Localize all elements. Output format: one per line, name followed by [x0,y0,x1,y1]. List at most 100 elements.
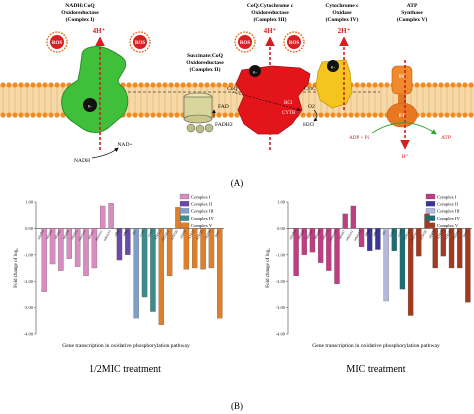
ros-burst-2: ROS [129,31,151,53]
lipid-head-inner [324,112,330,118]
lipid-head-inner [132,112,138,118]
complex-2-subunit-1 [186,123,196,133]
lipid-head-outer [36,82,42,88]
bar [416,228,422,257]
complex-1-electron: e- [88,105,92,110]
lipid-head-inner [444,112,450,118]
lipid-head-inner [366,112,372,118]
x-tick-label: ndufv1 [321,229,330,240]
complex-1-electron-carrier [83,98,97,112]
legend-label: Complex II [437,202,459,207]
bar [317,228,324,263]
lipid-head-inner [48,112,54,118]
lipid-head-outer [0,82,6,88]
complex-4-o2-arrow [313,109,318,122]
complex-5-f1-label: F1 [399,113,405,119]
lipid-head-inner [432,112,438,118]
lipid-head-inner [348,112,354,118]
lipid-head-inner [462,112,468,118]
bar [293,228,299,277]
chart-half-mic: -4.00 -3.00 -2.00 -1.00 0.00 1.00 Fold change … [14,193,224,375]
complex-3-bci: BCI [284,101,293,106]
complex-5-f0-label: F0 [399,74,405,80]
lipid-head-outer [54,82,60,88]
lipid-head-inner [360,112,366,118]
lipid-head-inner [54,112,60,118]
bar [150,228,156,312]
x-tick-label: ATP5I [179,229,188,240]
x-tick-label: ndufa10 [329,229,338,241]
lipid-head-outer [216,82,222,88]
bar [125,228,131,255]
ros-label-2: ROS [135,41,146,46]
complex-4-protons: 2H⁺ [338,27,351,35]
legend-label: Complex I [191,194,211,199]
lipid-head-inner [156,112,162,118]
complex-1-protons: 4H⁺ [93,27,106,35]
lipid-head-outer [378,82,384,88]
x-tick-label: qcr [381,229,387,236]
bar [448,228,455,269]
lipid-head-inner [144,112,150,118]
ros-label-4: ROS [289,41,300,46]
y-tick-label: 0.00 [277,226,286,231]
complex-5-stalk [398,94,406,104]
legend-label: Complex III [437,209,460,214]
lipid-head-outer [426,82,432,88]
complex-4-o2: O2 [308,104,315,110]
complex-3-electron-carrier [249,65,261,77]
lipid-head-outer [414,82,420,88]
bar [41,228,47,292]
complex-5-f0 [391,65,413,95]
lipid-head-outer [450,82,456,88]
bar [342,213,348,229]
x-tick-label: ndufa9 [297,229,306,240]
lipid-head-inner [342,112,348,118]
complex-3-title-2: Oxidoreductase [251,10,289,16]
lipid-head-outer [462,82,468,88]
lipid-head-inner [318,112,324,118]
y-tick-label: 0.00 [25,226,34,231]
legend-swatch [425,215,436,221]
lipid-head-inner [300,112,306,118]
lipid-head-inner [30,112,36,118]
lipid-head-outer [420,82,426,88]
complex-2-title: Succinate:CoQ [187,53,224,59]
y-tick-label: 1.00 [25,200,34,205]
bar [83,228,89,277]
lipid-head-outer [174,82,180,88]
lipid-head-outer [132,82,138,88]
complex-1-nadh-label: NADH [74,158,90,164]
x-tick-label: ndufs8 [62,229,70,240]
x-tick-label: ATP5D [195,229,204,241]
ros-label-3: ROS [240,41,251,46]
complex-3-electron-path [231,91,301,111]
lipid-head-inner [162,112,168,118]
x-tick-label: ATP5D [444,229,453,241]
lipid-head-inner [228,112,234,118]
legend-label: Complex III [191,209,214,214]
bar [309,228,316,253]
lipid-head-outer [156,82,162,88]
complex-3-title-3: (Complex III) [253,16,286,23]
legend-swatch [179,193,190,200]
complex-4-h2o: H2O [303,122,314,128]
lipid-head-outer [168,82,174,88]
panel-b-letter: (B) [231,401,243,411]
lipid-head-inner [438,112,444,118]
lipid-head-outer [42,82,48,88]
lipid-head-outer [354,82,360,88]
lipid-head-outer [384,82,390,88]
y-tick-label: -1.00 [276,252,286,257]
complex-4-title-3: (Complex IV) [326,16,359,23]
complex-1-shape [61,46,129,133]
bar [326,228,332,271]
complex-5-title-3: (Complex V) [397,16,428,23]
lipid-head-outer [360,82,366,88]
y-tick-label: -2.00 [24,279,34,284]
complex-2-title-3: (Complex II) [190,66,221,73]
bar [100,205,106,229]
complex-2-cylinder-bottom [183,114,213,124]
lipid-head-inner [24,112,30,118]
